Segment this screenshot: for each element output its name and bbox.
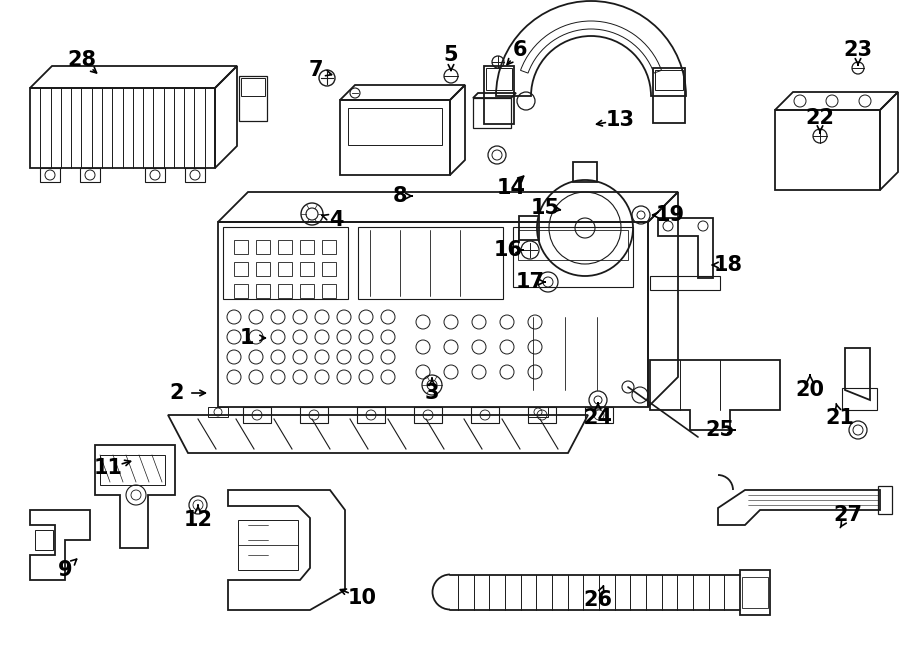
Text: 22: 22 (806, 108, 834, 128)
Bar (528, 407, 556, 423)
Bar (278, 240, 292, 254)
Text: 8: 8 (392, 186, 407, 206)
Bar (278, 284, 292, 298)
Bar (300, 284, 314, 298)
Bar (842, 388, 877, 410)
Text: 2: 2 (170, 383, 184, 403)
Bar (322, 284, 336, 298)
Bar (35, 530, 53, 550)
Bar (300, 407, 328, 423)
Text: 12: 12 (184, 510, 212, 530)
Bar (223, 227, 348, 299)
Bar (473, 98, 511, 128)
Bar (484, 66, 514, 124)
Bar (300, 262, 314, 276)
Text: 28: 28 (68, 50, 96, 70)
Bar (256, 240, 270, 254)
Bar (513, 227, 633, 287)
Text: 21: 21 (825, 408, 854, 428)
Bar (519, 216, 539, 240)
Bar (278, 262, 292, 276)
Text: 10: 10 (347, 588, 376, 608)
Bar (573, 162, 597, 182)
Bar (322, 240, 336, 254)
Bar (528, 407, 548, 417)
Text: 18: 18 (714, 255, 742, 275)
Text: 15: 15 (530, 198, 560, 218)
Bar (208, 407, 228, 417)
Bar (653, 68, 685, 123)
Bar (40, 168, 60, 182)
Text: 25: 25 (706, 420, 734, 440)
Bar (585, 407, 613, 423)
Bar (241, 78, 265, 96)
Bar (486, 68, 512, 90)
Bar (740, 570, 770, 615)
Text: 24: 24 (583, 408, 613, 428)
Text: 9: 9 (58, 560, 72, 580)
Bar (358, 227, 503, 299)
Text: 4: 4 (328, 210, 343, 230)
Bar (256, 262, 270, 276)
Text: 27: 27 (833, 505, 862, 525)
Bar (775, 110, 880, 190)
Text: 20: 20 (796, 380, 824, 400)
Text: 1: 1 (239, 328, 254, 348)
Text: 6: 6 (513, 40, 527, 60)
Bar (348, 108, 442, 145)
Bar (145, 168, 165, 182)
Bar (300, 240, 314, 254)
Bar (238, 520, 298, 570)
Bar (185, 168, 205, 182)
Bar (100, 455, 165, 485)
Text: 3: 3 (425, 383, 439, 403)
Bar (239, 76, 267, 121)
Bar (256, 284, 270, 298)
Bar (655, 70, 683, 90)
Bar (471, 407, 499, 423)
Text: 19: 19 (655, 205, 685, 225)
Bar (340, 100, 450, 175)
Bar (234, 262, 248, 276)
Bar (878, 486, 892, 514)
Bar (518, 230, 628, 260)
Text: 17: 17 (516, 272, 544, 292)
Bar (80, 168, 100, 182)
Text: 26: 26 (583, 590, 613, 610)
Text: 13: 13 (606, 110, 634, 130)
Bar (322, 262, 336, 276)
Bar (414, 407, 442, 423)
Text: 23: 23 (843, 40, 872, 60)
Text: 14: 14 (497, 178, 526, 198)
Bar (234, 284, 248, 298)
Bar (243, 407, 271, 423)
Bar (234, 240, 248, 254)
Bar (30, 88, 215, 168)
Text: 16: 16 (493, 240, 523, 260)
Bar (218, 222, 648, 407)
Bar (650, 276, 720, 290)
Text: 7: 7 (309, 60, 323, 80)
Text: 11: 11 (94, 458, 122, 478)
Text: 5: 5 (444, 45, 458, 65)
Bar (742, 577, 768, 608)
Bar (357, 407, 385, 423)
